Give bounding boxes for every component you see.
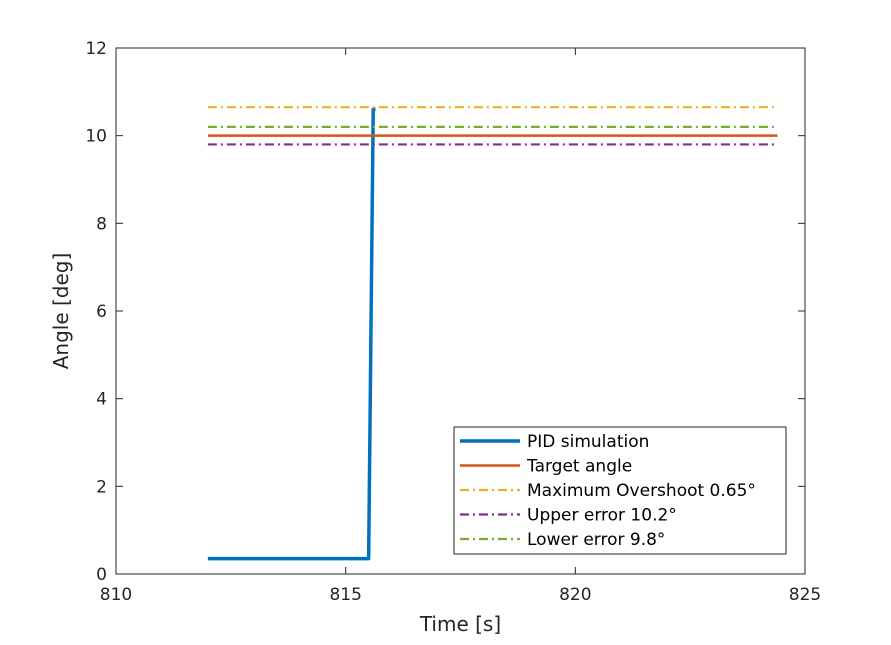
y-axis-label: Angle [deg] — [49, 253, 73, 370]
legend-label-5: Lower error 9.8° — [527, 530, 665, 550]
legend-label-1: PID simulation — [527, 432, 649, 452]
y-tick-label: 4 — [96, 390, 107, 410]
y-tick-label: 2 — [96, 477, 107, 497]
y-tick-label: 8 — [96, 214, 107, 234]
y-tick-label: 10 — [85, 127, 107, 147]
legend: PID simulation Target angle Maximum Oversh… — [453, 426, 787, 555]
x-tick-label: 815 — [329, 585, 361, 605]
y-tick-label: 12 — [85, 39, 107, 59]
series-line-1 — [207, 107, 376, 561]
legend-label-2: Target angle — [526, 457, 632, 477]
legend-box — [453, 426, 787, 555]
x-tick-label: 810 — [100, 585, 132, 605]
x-axis-label: Time [s] — [419, 612, 501, 636]
legend-label-4: Upper error 10.2° — [527, 506, 677, 526]
series-layer — [207, 106, 778, 561]
y-tick-label: 6 — [96, 302, 107, 322]
x-tick-label: 825 — [789, 585, 821, 605]
legend-label-3: Maximum Overshoot 0.65° — [527, 481, 756, 501]
x-tick-label: 820 — [559, 585, 591, 605]
y-tick-label: 0 — [96, 565, 107, 585]
